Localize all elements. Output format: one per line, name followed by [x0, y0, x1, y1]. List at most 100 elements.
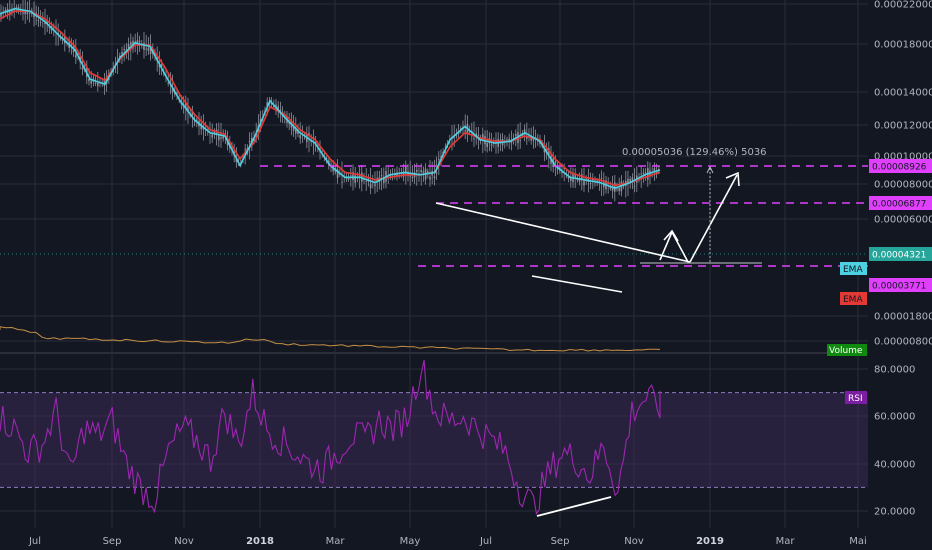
candle-body — [567, 176, 570, 179]
candle-body — [473, 138, 475, 140]
candle-body — [39, 22, 42, 23]
candle-body — [44, 22, 46, 25]
candle-body — [211, 134, 213, 138]
projection-arrowhead-1 — [663, 229, 679, 242]
candle-body — [295, 129, 297, 134]
candle-body — [308, 133, 310, 135]
candle-body — [171, 88, 174, 93]
candle-body — [138, 40, 141, 43]
candle-body — [453, 137, 455, 139]
candle-body — [187, 106, 189, 112]
candle-body — [123, 49, 125, 51]
candle-body — [42, 18, 44, 20]
candle-body — [325, 157, 328, 160]
candle-body — [490, 144, 493, 146]
rsi-tag-box — [845, 391, 867, 404]
candle-body — [0, 12, 2, 17]
rsi-pane[interactable] — [0, 359, 868, 517]
candle-body — [380, 175, 383, 177]
candle-body — [475, 133, 477, 137]
candle-body — [523, 129, 526, 135]
candle-body — [70, 43, 73, 46]
price-tick-label: 0.00018000 — [874, 40, 932, 51]
candle-body — [350, 175, 352, 177]
price-tick-label: 0.00012000 — [874, 121, 932, 132]
price-tick-label: 0.00010000 — [874, 152, 932, 163]
candle-body — [402, 171, 405, 177]
candle-body — [57, 32, 59, 34]
candle-body — [405, 166, 407, 174]
time-tick-label: Sep — [551, 536, 570, 547]
candle-body — [4, 10, 7, 12]
price-pane[interactable]: 0.00005036 (129.46%) 5036 — [0, 0, 868, 352]
candle-body — [642, 172, 645, 174]
candle-body — [119, 55, 121, 57]
price-candles — [0, 0, 660, 202]
price-tag-label: 0.00006877 — [872, 200, 926, 210]
time-tick-label: Jul — [479, 536, 492, 547]
horizontal-levels[interactable] — [0, 165, 868, 267]
candle-body — [598, 179, 601, 182]
candle-body — [26, 12, 29, 15]
candle-body — [158, 65, 161, 68]
price-tag-box — [869, 278, 932, 292]
price-tick-label: 0.00006000 — [874, 215, 932, 226]
candle-body — [189, 115, 191, 116]
volume-tag-label: Volume — [829, 346, 863, 356]
candle-body — [570, 177, 572, 181]
drawing-tools[interactable] — [435, 165, 762, 293]
candle-body — [94, 82, 97, 84]
candle-body — [633, 186, 636, 188]
candle-body — [143, 42, 145, 51]
rsi-divergence-line[interactable] — [536, 496, 612, 517]
price-tag-label: 0.00004321 — [872, 251, 926, 261]
candle-body — [277, 106, 279, 110]
candle-body — [330, 164, 332, 166]
time-axis[interactable]: Jul Sep Nov 2018 Mar May Jul Sep Nov 2019 Mar Mai — [28, 536, 867, 547]
candle-body — [543, 148, 546, 153]
candle-body — [383, 176, 385, 184]
candle-body — [583, 180, 585, 186]
candle-body — [563, 168, 565, 170]
measurement-label: 0.00005036 (129.46%) 5036 — [622, 147, 767, 158]
candle-body — [28, 12, 31, 14]
time-tick-label: Mar — [776, 536, 796, 547]
candle-body — [374, 184, 376, 187]
candle-body — [411, 177, 414, 178]
candle-body — [420, 169, 422, 173]
price-tick-label: 0.00014000 — [874, 88, 932, 99]
volume-line — [0, 326, 661, 352]
ema-fast-tag-label: EMA — [843, 265, 863, 275]
candle-body — [244, 149, 246, 151]
candle-body — [627, 178, 629, 183]
candle-body — [352, 172, 354, 181]
candle-body — [618, 187, 620, 192]
candle-body — [614, 182, 616, 192]
candle-body — [486, 143, 488, 147]
candle-body — [149, 47, 152, 55]
candle-body — [15, 6, 18, 8]
candle-body — [506, 139, 508, 141]
candle-body — [515, 134, 517, 136]
candle-body — [341, 181, 343, 183]
candle-body — [191, 111, 194, 116]
candle-body — [519, 140, 521, 141]
price-axis[interactable]: 0.00022000 0.00018000 0.00014000 0.00012000… — [827, 0, 932, 356]
price-tick-label: 0.00022000 — [874, 0, 932, 11]
price-tag-box — [869, 159, 932, 173]
candle-body — [270, 103, 273, 105]
rsi-axis[interactable]: 80.0000 60.0000 40.0000 20.0000 RSI — [845, 365, 915, 518]
candle-body — [508, 138, 510, 143]
candle-body — [222, 136, 224, 139]
candle-body — [17, 6, 20, 10]
candle-body — [196, 119, 198, 122]
candle-body — [427, 171, 429, 173]
candle-body — [9, 10, 11, 16]
candle-body — [22, 12, 24, 14]
candle-body — [97, 82, 99, 87]
candle-body — [629, 179, 631, 182]
candle-body — [387, 176, 389, 178]
candle-body — [176, 93, 178, 94]
volume-histogram — [0, 326, 661, 352]
